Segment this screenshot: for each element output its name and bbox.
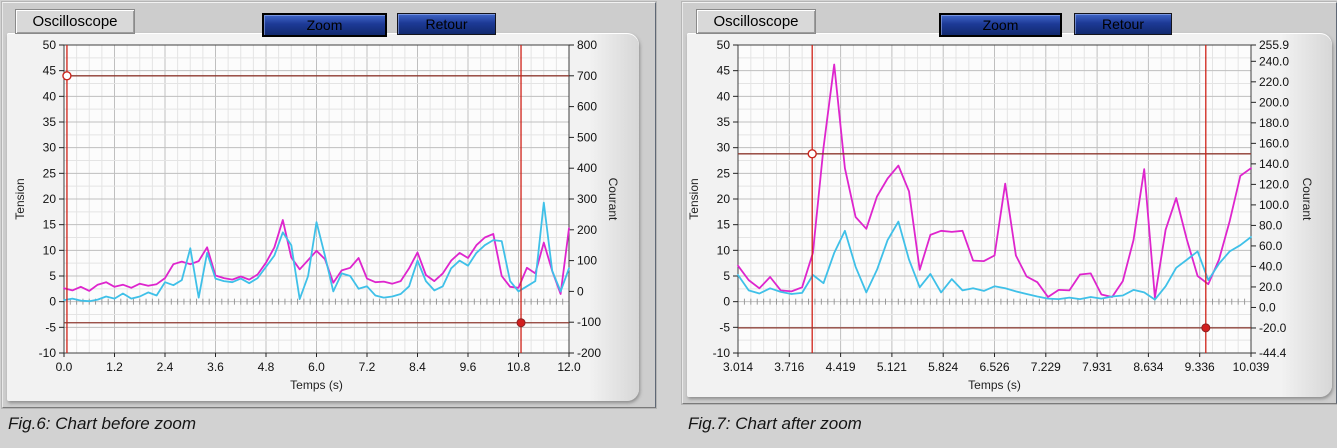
svg-text:600: 600: [577, 100, 597, 114]
svg-text:7.229: 7.229: [1031, 360, 1061, 374]
svg-text:160.0: 160.0: [1259, 136, 1289, 150]
caption-fig6: Fig.6: Chart before zoom: [8, 414, 197, 433]
svg-text:7.931: 7.931: [1082, 360, 1112, 374]
zoom-button[interactable]: Zoom: [939, 13, 1062, 37]
retour-button[interactable]: Retour: [1074, 13, 1172, 35]
svg-text:-10: -10: [39, 346, 57, 360]
svg-text:5.824: 5.824: [928, 360, 958, 374]
svg-text:10.8: 10.8: [507, 360, 531, 374]
svg-text:Courant: Courant: [606, 178, 620, 221]
svg-text:60.0: 60.0: [1259, 239, 1283, 253]
zoom-button[interactable]: Zoom: [262, 13, 387, 37]
svg-text:Tension: Tension: [687, 178, 701, 219]
caption-fig7: Fig.7: Chart after zoom: [688, 414, 862, 433]
svg-text:500: 500: [577, 130, 597, 144]
svg-text:4.8: 4.8: [258, 360, 275, 374]
svg-text:0: 0: [723, 295, 730, 309]
svg-text:Temps (s): Temps (s): [290, 378, 343, 392]
svg-text:20: 20: [43, 192, 57, 206]
svg-text:45: 45: [717, 64, 731, 78]
svg-text:35: 35: [717, 115, 731, 129]
svg-text:10: 10: [717, 243, 731, 257]
svg-text:6.526: 6.526: [979, 360, 1009, 374]
svg-text:2.4: 2.4: [157, 360, 174, 374]
svg-text:30: 30: [43, 141, 57, 155]
svg-text:120.0: 120.0: [1259, 177, 1289, 191]
svg-text:40: 40: [43, 89, 57, 103]
svg-text:Courant: Courant: [1300, 178, 1314, 221]
svg-text:35: 35: [43, 115, 57, 129]
svg-text:255.9: 255.9: [1259, 38, 1289, 52]
svg-text:0: 0: [49, 295, 56, 309]
svg-text:-200: -200: [577, 346, 601, 360]
svg-text:10.039: 10.039: [1233, 360, 1270, 374]
svg-text:20: 20: [717, 192, 731, 206]
svg-text:800: 800: [577, 38, 597, 52]
svg-text:80.0: 80.0: [1259, 218, 1283, 232]
oscilloscope-button[interactable]: Oscilloscope: [696, 9, 816, 34]
svg-text:1.2: 1.2: [106, 360, 123, 374]
svg-text:180.0: 180.0: [1259, 116, 1289, 130]
svg-text:Tension: Tension: [13, 178, 27, 219]
svg-text:40: 40: [717, 89, 731, 103]
svg-text:50: 50: [717, 38, 731, 52]
oscilloscope-chart-after[interactable]: 3.014 3.716 4.419 5.121 5.824 6.526 7.229 7.931…: [683, 3, 1336, 403]
svg-text:-5: -5: [45, 320, 56, 334]
svg-text:15: 15: [43, 218, 57, 232]
svg-text:200.0: 200.0: [1259, 95, 1289, 109]
svg-text:Temps (s): Temps (s): [968, 378, 1021, 392]
svg-text:3.014: 3.014: [723, 360, 753, 374]
svg-text:5: 5: [723, 269, 730, 283]
svg-text:25: 25: [717, 166, 731, 180]
svg-text:-44.4: -44.4: [1259, 346, 1287, 360]
svg-text:0.0: 0.0: [56, 360, 73, 374]
svg-text:9.6: 9.6: [460, 360, 477, 374]
svg-text:-100: -100: [577, 315, 601, 329]
svg-text:40.0: 40.0: [1259, 259, 1283, 273]
svg-text:50: 50: [43, 38, 57, 52]
svg-text:-10: -10: [713, 346, 731, 360]
svg-text:15: 15: [717, 218, 731, 232]
svg-text:140.0: 140.0: [1259, 157, 1289, 171]
svg-text:45: 45: [43, 64, 57, 78]
svg-text:8.634: 8.634: [1133, 360, 1163, 374]
svg-text:7.2: 7.2: [359, 360, 376, 374]
svg-text:0: 0: [577, 284, 584, 298]
svg-text:4.419: 4.419: [826, 360, 856, 374]
svg-text:-5: -5: [719, 320, 730, 334]
svg-text:300: 300: [577, 192, 597, 206]
svg-text:-20.0: -20.0: [1259, 321, 1287, 335]
oscilloscope-chart-before[interactable]: 0.0 1.2 2.4 3.6 4.8 6.0 7.2 8.4 9.6 10.8 12.050454…: [3, 3, 655, 407]
oscilloscope-panel-after: 3.014 3.716 4.419 5.121 5.824 6.526 7.229 7.931…: [682, 2, 1337, 404]
svg-text:100: 100: [577, 254, 597, 268]
oscilloscope-button[interactable]: Oscilloscope: [15, 9, 135, 34]
svg-text:100.0: 100.0: [1259, 198, 1289, 212]
svg-text:5: 5: [49, 269, 56, 283]
svg-text:240.0: 240.0: [1259, 54, 1289, 68]
svg-text:20.0: 20.0: [1259, 280, 1283, 294]
svg-text:0.0: 0.0: [1259, 300, 1276, 314]
svg-text:25: 25: [43, 166, 57, 180]
svg-text:400: 400: [577, 161, 597, 175]
svg-text:5.121: 5.121: [877, 360, 907, 374]
oscilloscope-panel-before: 0.0 1.2 2.4 3.6 4.8 6.0 7.2 8.4 9.6 10.8 12.0 50 45 4…: [2, 2, 656, 408]
retour-button[interactable]: Retour: [397, 13, 496, 35]
svg-text:3.716: 3.716: [774, 360, 804, 374]
svg-text:10: 10: [43, 243, 57, 257]
svg-text:200: 200: [577, 223, 597, 237]
svg-text:8.4: 8.4: [409, 360, 426, 374]
svg-text:220.0: 220.0: [1259, 75, 1289, 89]
svg-text:6.0: 6.0: [308, 360, 325, 374]
svg-text:3.6: 3.6: [207, 360, 224, 374]
svg-text:9.336: 9.336: [1185, 360, 1215, 374]
svg-text:30: 30: [717, 141, 731, 155]
svg-text:12.0: 12.0: [557, 360, 581, 374]
svg-text:700: 700: [577, 69, 597, 83]
